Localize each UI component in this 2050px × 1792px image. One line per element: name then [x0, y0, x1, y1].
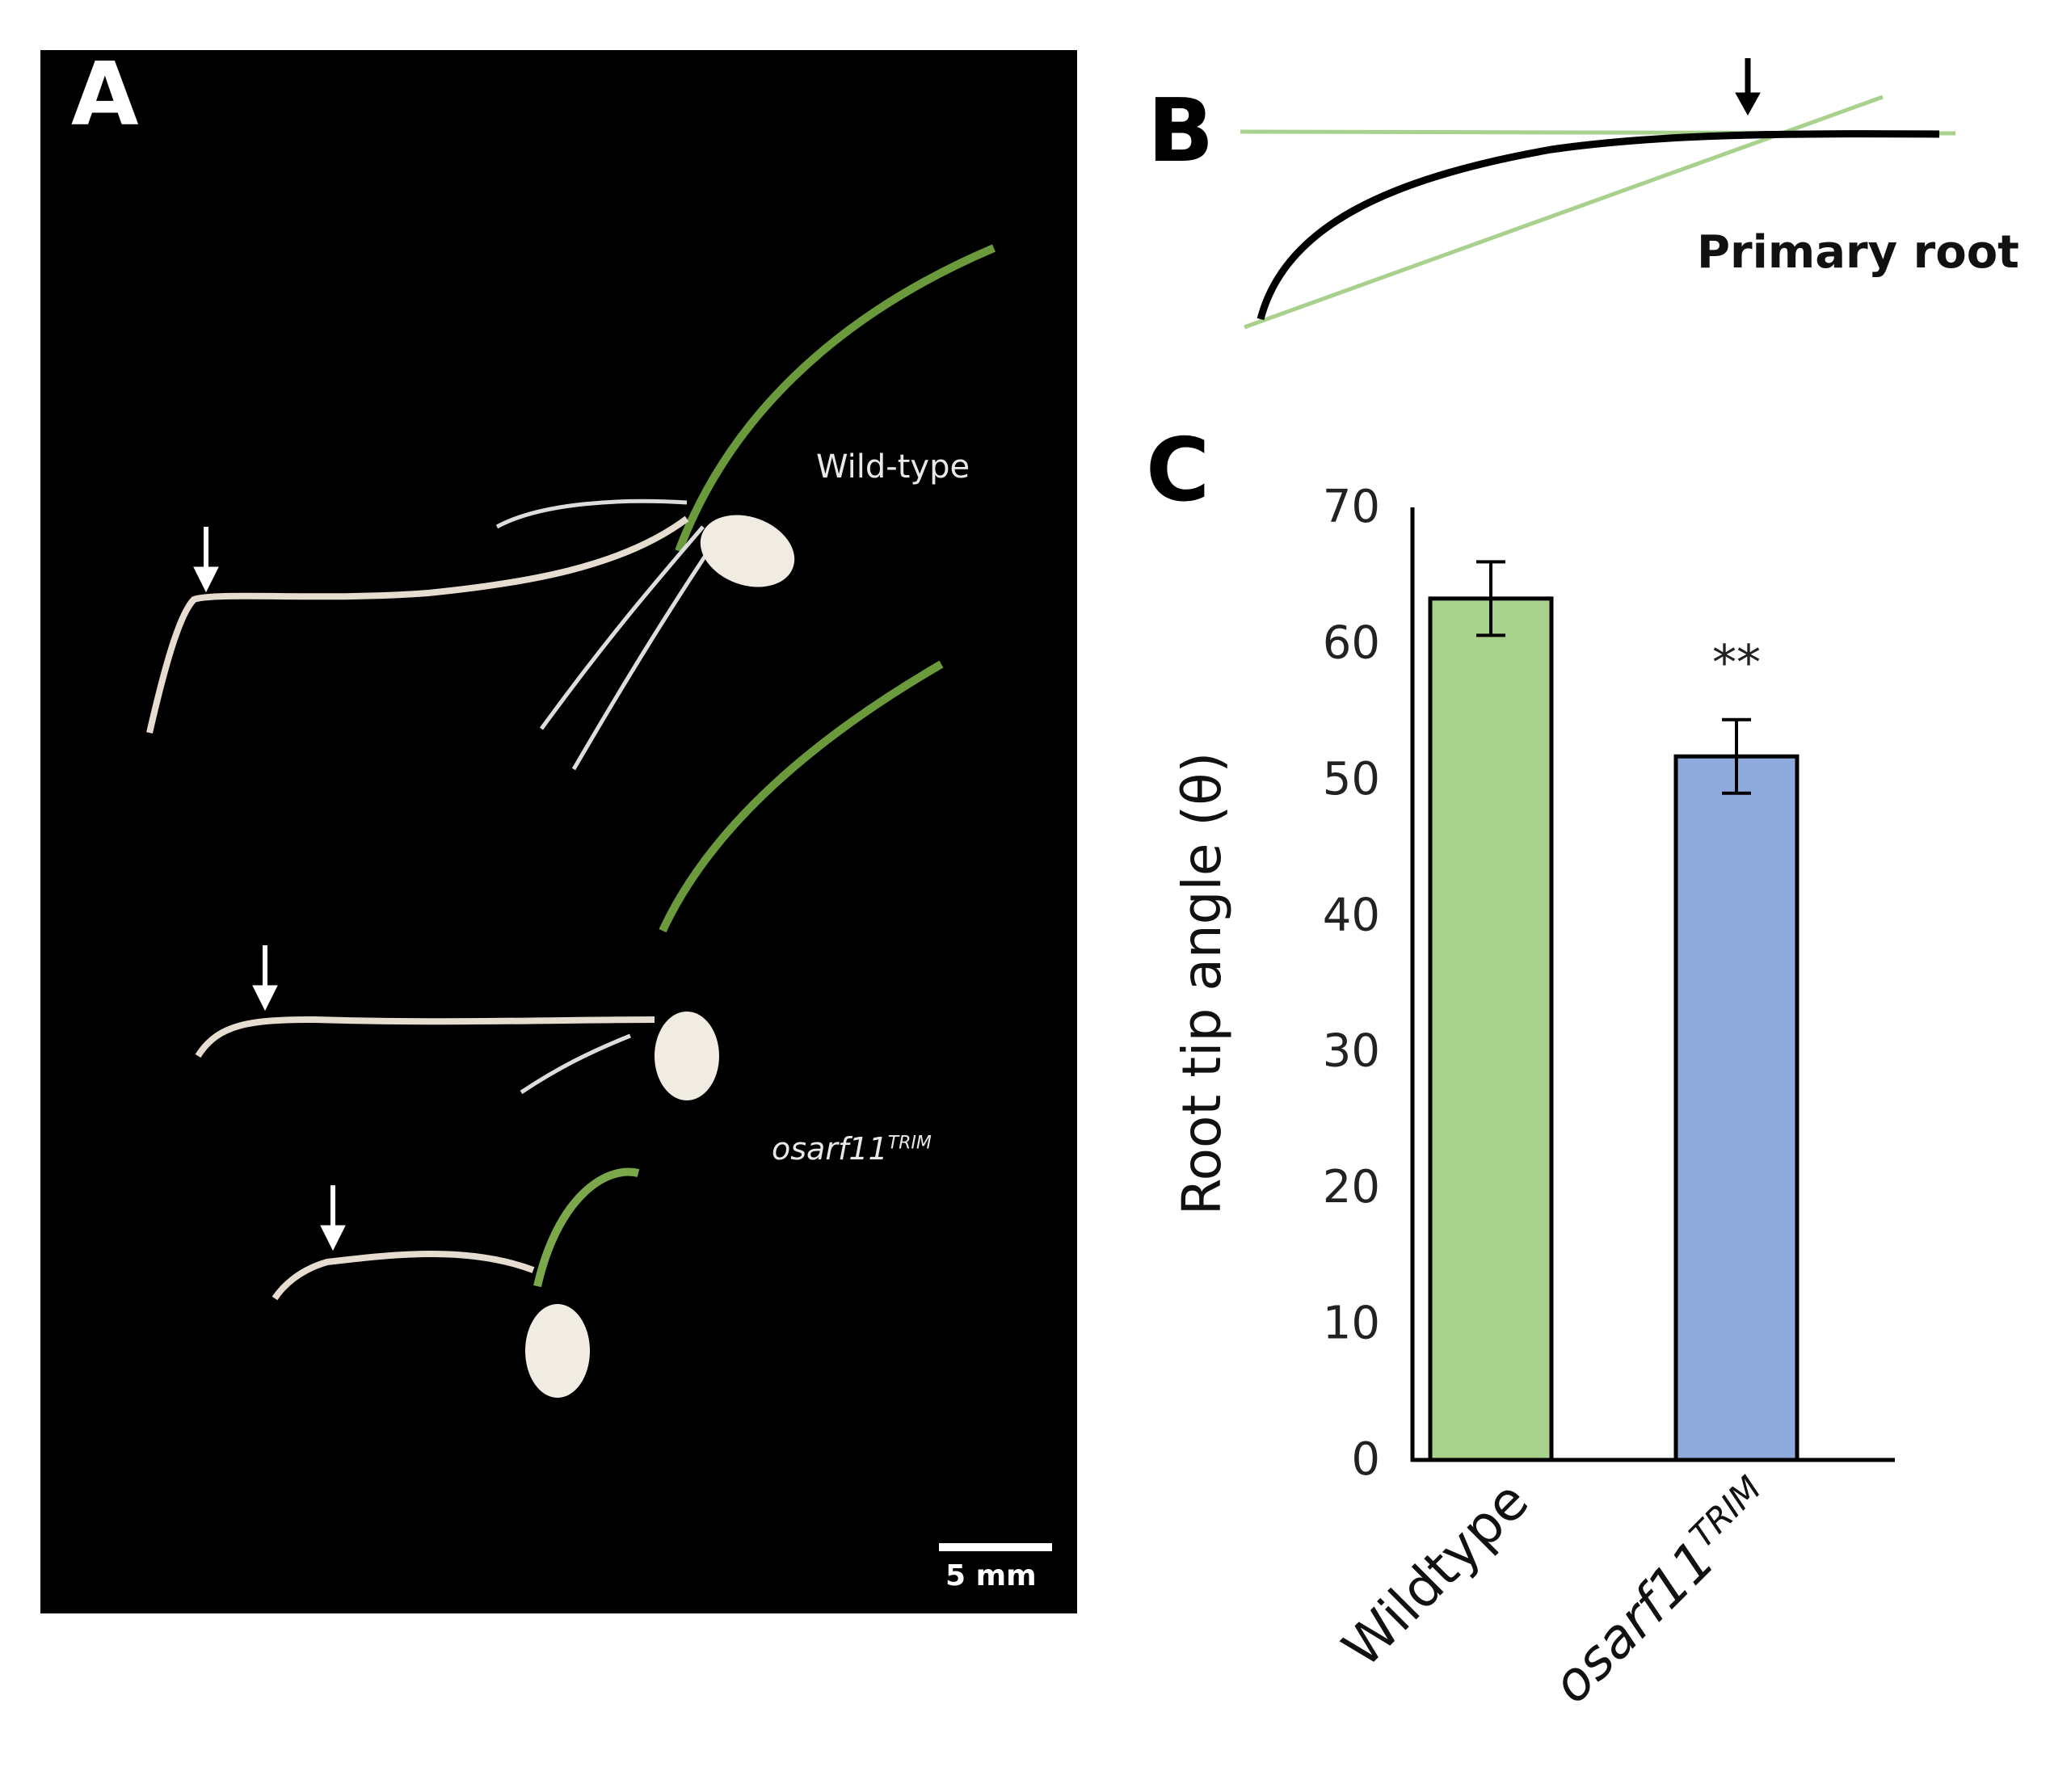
scale-bar-label: 5 mm: [945, 1559, 1037, 1592]
y-tick-label: 60: [1323, 616, 1380, 669]
primary-root-label: Primary root: [1697, 226, 2019, 279]
panel-letter-a: A: [71, 44, 139, 145]
wildtype-label: Wild-type: [816, 448, 970, 486]
panel-letter-c: C: [1146, 420, 1210, 521]
down-arrow-icon: [193, 527, 219, 593]
seedling-photo: [40, 50, 1077, 1613]
bar: [1673, 754, 1800, 1462]
down-arrow-icon: [1735, 58, 1761, 116]
down-arrow-icon: [320, 1185, 346, 1251]
crown-root-1c: [571, 533, 722, 771]
bar-chart-svg: 0 10 20 30 40 50 60 70 Root tip angle (θ) Wildtyp…: [1171, 481, 1895, 1715]
seedling-illustration: [146, 244, 996, 1398]
root-angle-diagram: [1228, 48, 2050, 372]
crown-root-1a: [495, 498, 688, 529]
bar-chart: 0 10 20 30 40 50 60 70 Root tip angle (θ) Wildtyp…: [1131, 452, 2050, 1792]
y-tick-label: 10: [1323, 1298, 1380, 1350]
mutant-label-base: osarf11: [772, 1131, 888, 1167]
y-tick-label: 70: [1323, 481, 1380, 533]
primary-root-2: [195, 1016, 655, 1058]
primary-root-1: [146, 515, 689, 734]
y-tick-label: 40: [1323, 889, 1380, 941]
mutant-label-sup: TRIM: [887, 1133, 932, 1154]
x-tick-label: Wildtype: [1331, 1470, 1540, 1679]
crown-root-1b: [539, 525, 705, 730]
y-tick-label: 50: [1323, 753, 1380, 806]
down-arrow-icon: [252, 945, 278, 1012]
mutant-label: osarf11TRIM: [772, 1131, 932, 1167]
primary-root-curve: [1257, 130, 1940, 321]
y-tick-label: 20: [1323, 1161, 1380, 1214]
seed-2: [655, 1012, 719, 1100]
shoot-3: [533, 1167, 640, 1288]
y-tick-label: 30: [1323, 1025, 1380, 1078]
crown-root-2: [520, 1033, 631, 1095]
primary-root-3: [272, 1251, 535, 1301]
seed-3: [525, 1304, 590, 1398]
y-axis-label: Root tip angle (θ): [1171, 752, 1233, 1216]
x-tick-label: osarf11TRIM: [1539, 1468, 1786, 1715]
seed-1: [700, 515, 795, 587]
bar: [1428, 596, 1554, 1462]
significance-marker: **: [1712, 635, 1761, 692]
scale-bar: [939, 1543, 1052, 1551]
shoot-2: [659, 660, 944, 933]
y-tick-label: 0: [1351, 1433, 1380, 1486]
panel-letter-b: B: [1147, 81, 1214, 182]
shoot-1: [675, 244, 996, 553]
